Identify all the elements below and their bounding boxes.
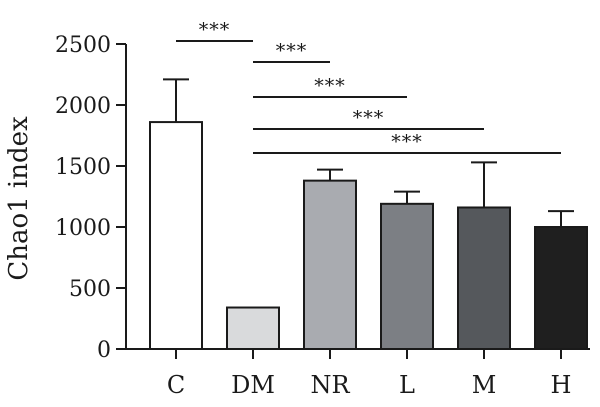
bar-l (380, 202, 434, 350)
bar-m (457, 206, 511, 350)
y-tick-label: 500 (69, 277, 111, 302)
significance-label: *** (314, 75, 346, 97)
y-tick-label: 1500 (55, 155, 111, 180)
y-axis: 0 500 1000 1500 2000 2500 (55, 33, 127, 363)
significance-label: *** (353, 107, 385, 129)
x-tick-label: NR (310, 371, 350, 399)
x-tick-label: C (167, 371, 185, 399)
significance-label: *** (391, 131, 423, 153)
bar-c (149, 121, 203, 350)
y-tick-label: 2000 (55, 94, 111, 119)
x-tick-label: L (399, 371, 415, 399)
significance-label: *** (199, 19, 231, 41)
bar-dm (226, 306, 280, 350)
significance-brackets: *** *** *** *** *** (176, 19, 561, 154)
y-axis-title: Chao1 index (4, 116, 34, 281)
x-tick-label: H (551, 371, 572, 399)
significance-label: *** (276, 40, 308, 62)
x-axis: C DM NR L M H (126, 348, 590, 399)
error-bars (163, 78, 574, 227)
x-tick-label: M (472, 371, 497, 399)
y-tick-label: 0 (97, 338, 111, 363)
x-tick-label: DM (231, 371, 275, 399)
bar-h (534, 226, 588, 350)
y-tick-label: 2500 (55, 33, 111, 58)
bar-nr (303, 179, 357, 350)
y-tick-label: 1000 (55, 216, 111, 241)
bars (149, 121, 588, 350)
